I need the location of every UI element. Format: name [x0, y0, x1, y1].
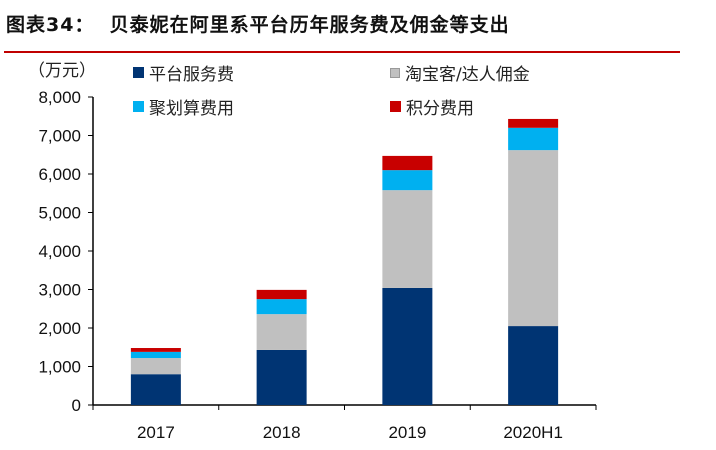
bar-segment	[382, 190, 433, 288]
bar-segment	[256, 314, 307, 350]
x-tick-label: 2020H1	[503, 423, 563, 442]
legend-item-commission: 淘宝客/达人佣金	[390, 60, 530, 85]
y-tick-label: 7,000	[38, 127, 81, 146]
y-tick-label: 0	[72, 396, 81, 415]
bar-segment	[130, 358, 181, 375]
x-tick-label: 2017	[137, 423, 175, 442]
legend-label: 淘宝客/达人佣金	[405, 65, 530, 85]
legend-swatch	[390, 67, 400, 78]
legend-swatch	[390, 101, 401, 112]
bar-segment	[508, 118, 559, 128]
chart-title: 图表34： 贝泰妮在阿里系平台历年服务费及佣金等支出	[6, 14, 510, 36]
bar-segment	[256, 299, 307, 315]
y-axis-unit: （万元）	[28, 61, 96, 81]
bar-segment	[508, 326, 559, 405]
legend-label: 积分费用	[406, 99, 474, 119]
y-tick-label: 4,000	[38, 242, 81, 261]
bar-segment	[256, 289, 307, 300]
legend-item-points: 积分费用	[390, 94, 474, 119]
x-tick-label: 2019	[388, 423, 426, 442]
bar-segment	[382, 155, 433, 171]
y-tick-label: 5,000	[38, 204, 81, 223]
bar-segment	[382, 287, 433, 405]
bar-segment	[130, 348, 181, 352]
y-tick-label: 2,000	[38, 319, 81, 338]
legend-label: 聚划算费用	[149, 99, 234, 119]
legend-item-platform-fee: 平台服务费	[133, 60, 234, 85]
bar-segment	[508, 127, 559, 151]
legend-label: 平台服务费	[149, 65, 234, 85]
y-tick-label: 3,000	[38, 281, 81, 300]
legend-swatch	[133, 67, 144, 78]
x-tick-label: 2018	[263, 423, 301, 442]
bar-segment	[382, 170, 433, 191]
bar-segment	[256, 349, 307, 405]
y-tick-label: 8,000	[38, 88, 81, 107]
title-rule	[4, 51, 680, 53]
bar-segment	[130, 374, 181, 405]
legend-item-juhuasuan: 聚划算费用	[133, 94, 234, 119]
legend-swatch	[133, 101, 144, 112]
bar-segment	[508, 150, 559, 327]
bar-segment	[130, 351, 181, 359]
y-tick-label: 6,000	[38, 165, 81, 184]
y-tick-label: 1,000	[38, 358, 81, 377]
